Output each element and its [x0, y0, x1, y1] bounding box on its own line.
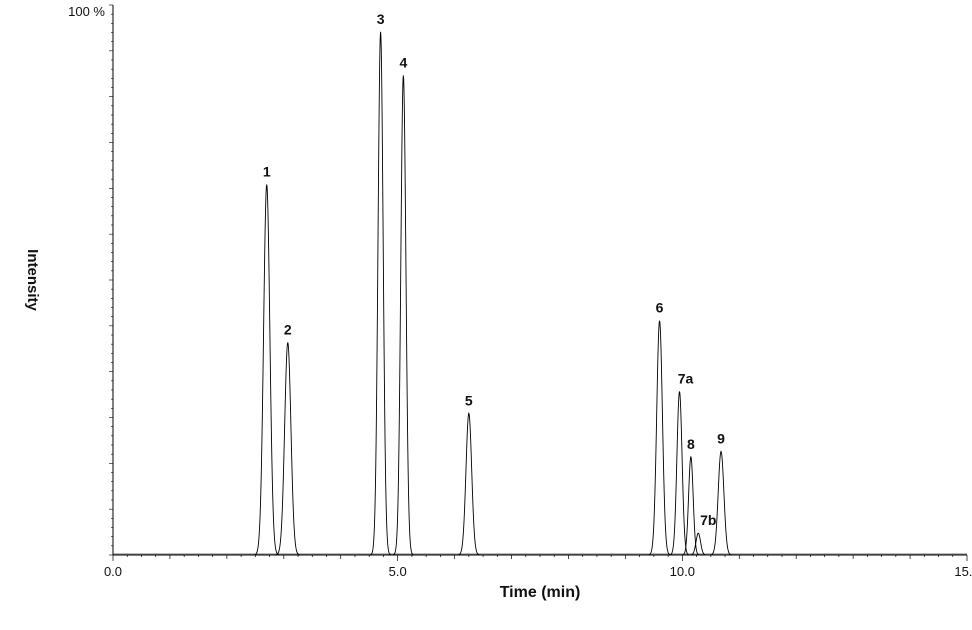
peak-trace-7b: [686, 532, 710, 556]
y-axis-max-label: 100 %: [68, 4, 105, 19]
chromatogram-traces: [113, 31, 967, 556]
peak-label-3: 3: [377, 11, 385, 27]
peak-label-7b: 7b: [700, 512, 716, 528]
peak-label-8: 8: [687, 436, 695, 452]
peak-label-5: 5: [465, 392, 473, 408]
x-axis-title: Time (min): [500, 584, 581, 601]
x-axis-ticks: 0.0 5.0 10.0 15.0: [104, 555, 972, 579]
peak-label-2: 2: [284, 321, 292, 337]
peak-label-1: 1: [263, 163, 271, 179]
peak-label-7a: 7a: [678, 371, 694, 387]
peak-trace-2: [272, 342, 304, 556]
peak-trace-9: [706, 450, 736, 556]
peak-trace-6: [645, 320, 674, 556]
x-tick-label: 10.0: [670, 564, 695, 579]
axes: 0.0 5.0 10.0 15.0: [104, 4, 972, 579]
peak-labels: 1 2 3 4 5 6 7a 8 7b 9: [263, 11, 725, 528]
x-tick-label: 0.0: [104, 564, 122, 579]
peak-trace-1: [251, 184, 283, 556]
x-tick-label: 15.0: [954, 564, 972, 579]
peak-trace-3: [367, 31, 394, 556]
x-tick-label: 5.0: [389, 564, 407, 579]
peak-trace-8: [679, 455, 703, 556]
peak-label-4: 4: [399, 54, 407, 70]
peak-trace-7a: [666, 391, 693, 556]
peak-label-9: 9: [717, 430, 725, 446]
peak-trace-4: [390, 75, 417, 556]
peak-label-6: 6: [656, 300, 664, 316]
y-axis-title: Intensity: [24, 249, 41, 311]
peak-trace-5: [454, 411, 484, 556]
y-axis-minor-ticks: [109, 4, 113, 556]
